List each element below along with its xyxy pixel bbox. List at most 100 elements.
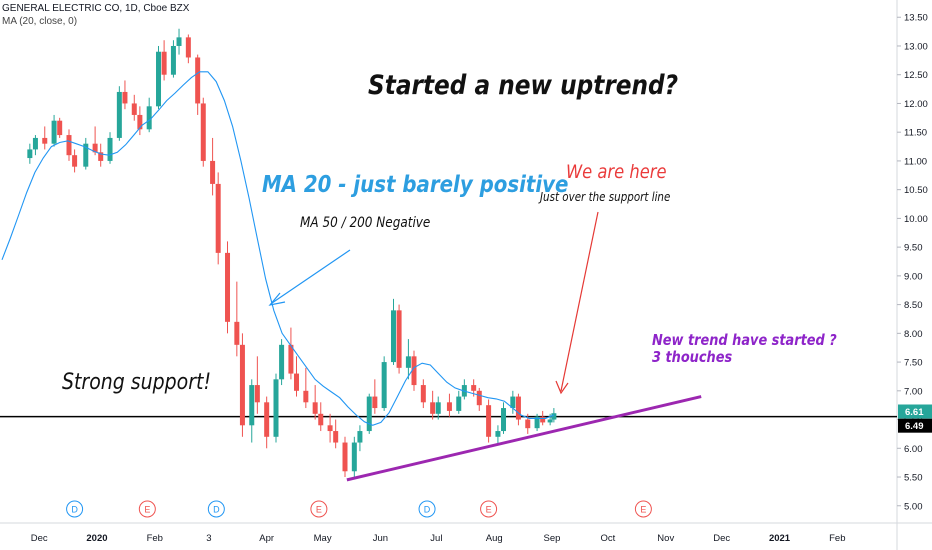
candle-body (98, 152, 104, 161)
candle-body (57, 120, 63, 136)
y-tick-label: 10.00 (904, 214, 928, 225)
annotation-we-are-here: We are here (566, 161, 667, 183)
earnings-marker (138, 500, 156, 518)
uptrend-line (346, 395, 702, 482)
candle-body (200, 103, 206, 161)
candle-body (122, 91, 128, 104)
x-tick-label: Dec (713, 533, 730, 544)
support-price-badge (898, 418, 932, 433)
indicator-legend: MA (20, close, 0) (2, 16, 78, 27)
annotation-ma50: MA 50 / 200 Negative (300, 215, 431, 231)
candle-body (430, 402, 436, 414)
candle-body (381, 362, 387, 409)
dividend-marker (207, 500, 225, 518)
candle-body (170, 45, 176, 75)
annotation-main: Started a new uptrend? (368, 70, 679, 101)
event-marker-label: D (213, 505, 220, 515)
event-marker-label: D (424, 505, 431, 515)
y-tick-label: 13.50 (904, 13, 928, 24)
candle-body (357, 431, 363, 443)
candle-body (176, 37, 182, 46)
candle-body (534, 416, 540, 429)
event-marker-label: E (316, 505, 322, 515)
x-tick-label: Oct (601, 533, 616, 544)
candle-body (72, 155, 78, 167)
candle-body (471, 385, 477, 391)
candle-body (476, 390, 482, 406)
candle-body (396, 310, 402, 368)
candle-body (66, 135, 72, 156)
y-tick-label: 8.00 (904, 329, 923, 340)
x-tick-label: Jul (430, 533, 442, 544)
candle-body (540, 416, 546, 423)
candle-body (547, 419, 553, 423)
y-tick-label: 10.50 (904, 185, 928, 196)
y-tick-label: 12.50 (904, 70, 928, 81)
candle-body (51, 120, 57, 144)
x-tick-label: 2021 (769, 533, 791, 544)
y-tick-label: 13.00 (904, 41, 928, 52)
candle-body (234, 321, 240, 345)
candle-body (420, 385, 426, 403)
last-price-badge (898, 404, 932, 419)
candle-body (435, 402, 441, 414)
ma20-line (1, 71, 555, 426)
candle-body (495, 431, 501, 437)
annotation-new-trend: New trend have started ? 3 thouches (652, 332, 837, 366)
y-tick-label: 11.00 (904, 156, 927, 167)
candle-body (501, 408, 507, 432)
ma20-arrow-head (268, 292, 286, 306)
y-tick-label: 12.00 (904, 99, 928, 110)
candle-body (405, 356, 411, 368)
candle-body (327, 425, 333, 432)
candle-body (42, 137, 48, 144)
candle-body (107, 137, 113, 161)
x-tick-label: 3 (206, 533, 211, 544)
y-tick-label: 11.50 (904, 128, 927, 139)
candle-body (411, 356, 417, 386)
ma20-arrow (271, 249, 351, 304)
candle-body (239, 344, 245, 426)
candle-body (525, 419, 531, 429)
candle-body (264, 402, 270, 437)
candle-body (225, 252, 231, 322)
candle-body (372, 396, 378, 409)
candle-body (131, 103, 137, 115)
dividend-marker (66, 500, 84, 518)
support-price-label: 6.49 (905, 421, 924, 432)
x-tick-label: 2020 (86, 533, 107, 544)
y-tick-label: 8.50 (904, 300, 923, 311)
here-arrow-head (555, 380, 569, 395)
candle-body (195, 57, 201, 104)
y-tick-label: 7.50 (904, 358, 923, 369)
dividend-marker (418, 500, 436, 518)
last-price-label: 6.61 (905, 407, 924, 418)
annotation-new-trend-line2: 3 thouches (652, 348, 733, 366)
x-tick-label: Jun (373, 533, 388, 544)
candle-body (333, 431, 339, 443)
candle-body (551, 413, 557, 420)
candle-body (273, 379, 279, 437)
candle-body (146, 106, 152, 130)
x-tick-label: Feb (829, 533, 845, 544)
x-tick-label: Nov (657, 533, 674, 544)
candle-body (249, 385, 255, 426)
y-tick-label: 5.50 (904, 473, 923, 484)
y-tick-label: 6.00 (904, 444, 923, 455)
candle-body (156, 51, 162, 107)
candle-body (510, 396, 516, 409)
candle-body (294, 373, 300, 391)
candle-body (515, 396, 521, 420)
candle-body (342, 442, 348, 472)
event-marker-label: E (640, 505, 646, 515)
y-tick-label: 9.00 (904, 271, 923, 282)
candle-body (303, 390, 309, 403)
here-arrow (560, 211, 599, 392)
x-tick-label: May (314, 533, 332, 544)
candle-body (83, 143, 89, 167)
candle-body (185, 37, 191, 58)
event-marker-label: E (144, 505, 150, 515)
event-marker-label: D (71, 505, 78, 515)
candle-body (456, 396, 462, 411)
